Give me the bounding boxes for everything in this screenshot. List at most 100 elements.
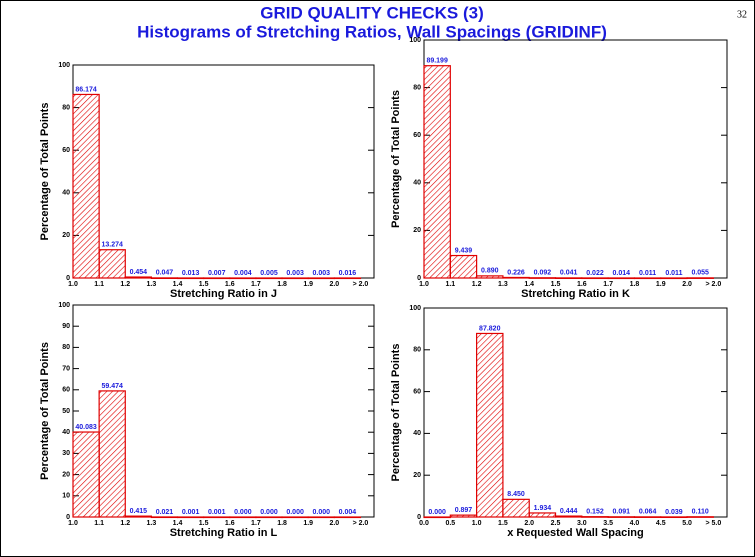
value-label: 1.934 — [534, 505, 552, 512]
bar — [229, 277, 257, 280]
x-tick-label: 1.1 — [94, 281, 104, 288]
y-tick-label: 80 — [62, 104, 70, 111]
bar — [150, 277, 179, 279]
bar — [449, 254, 478, 279]
value-label: 0.226 — [507, 269, 525, 276]
x-tick-label: 1.5 — [199, 281, 209, 288]
value-label: 0.004 — [339, 509, 357, 516]
bar — [281, 516, 309, 519]
bar — [528, 512, 557, 518]
x-tick-label: 3.0 — [577, 520, 587, 527]
page-number: 32 — [737, 9, 747, 20]
y-tick-label: 80 — [413, 84, 421, 91]
x-tick-label: 1.1 — [94, 520, 104, 527]
x-tick-label: 2.0 — [524, 520, 534, 527]
x-tick-label: 2.0 — [682, 281, 692, 288]
value-label: 0.041 — [560, 270, 578, 277]
value-label: 59.474 — [101, 383, 123, 390]
subtitle: Histograms of Stretching Ratios, Wall Sp… — [137, 22, 607, 41]
y-tick-label: 30 — [62, 450, 70, 457]
value-label: 0.001 — [182, 509, 200, 516]
bar — [333, 516, 362, 519]
bar — [203, 516, 231, 519]
value-label: 0.890 — [481, 268, 499, 275]
x-tick-label: 1.0 — [419, 281, 429, 288]
x-tick-label: > 2.0 — [705, 281, 721, 288]
x-tick-label: 4.0 — [630, 520, 640, 527]
value-label: 0.055 — [691, 270, 709, 277]
x-tick-label: 1.6 — [225, 520, 235, 527]
x-tick-label: 1.6 — [577, 281, 587, 288]
y-tick-label: 70 — [62, 365, 70, 372]
x-tick-label: 1.0 — [68, 281, 78, 288]
bar — [307, 277, 335, 280]
bar — [176, 277, 205, 280]
bar — [581, 516, 609, 518]
value-label: 0.003 — [286, 270, 304, 277]
x-tick-label: 3.5 — [603, 520, 613, 527]
y-tick-label: 40 — [413, 430, 421, 437]
y-tick-label: 60 — [413, 132, 421, 139]
x-tick-label: 1.5 — [551, 281, 561, 288]
x-tick-label: 1.9 — [303, 281, 313, 288]
bar — [554, 515, 583, 518]
y-tick-label: 80 — [413, 347, 421, 354]
bar — [686, 516, 714, 518]
x-tick-label: 0.0 — [419, 520, 429, 527]
y-axis-label: Percentage of Total Points — [39, 103, 51, 241]
y-tick-label: 80 — [62, 344, 70, 351]
value-label: 0.016 — [339, 270, 357, 277]
bar — [281, 277, 309, 280]
bar — [686, 277, 714, 279]
value-label: 0.000 — [428, 509, 446, 516]
y-tick-label: 40 — [413, 180, 421, 187]
bar — [554, 277, 583, 280]
y-tick-label: 60 — [413, 388, 421, 395]
value-label: 0.014 — [613, 270, 631, 277]
y-axis-label: Percentage of Total Points — [39, 342, 51, 480]
x-tick-label: 1.3 — [147, 520, 157, 527]
value-label: 0.110 — [692, 509, 709, 516]
x-tick-label: 2.0 — [329, 520, 339, 527]
value-label: 0.005 — [260, 270, 278, 277]
value-label: 0.039 — [665, 509, 683, 516]
value-label: 87.820 — [479, 325, 501, 332]
x-tick-label: > 2.0 — [353, 520, 369, 527]
value-label: 0.013 — [182, 270, 200, 277]
y-tick-label: 60 — [62, 147, 70, 154]
x-tick-label: 1.0 — [68, 520, 78, 527]
bar — [476, 275, 504, 279]
x-tick-label: 1.8 — [277, 281, 287, 288]
bar — [176, 516, 205, 519]
value-label: 0.897 — [455, 507, 473, 514]
x-tick-label: 1.7 — [603, 281, 613, 288]
x-tick-label: > 5.0 — [705, 520, 721, 527]
x-tick-label: 1.4 — [173, 520, 183, 527]
x-tick-label: > 2.0 — [353, 281, 369, 288]
y-axis-label: Percentage of Total Points — [390, 90, 402, 228]
x-tick-label: 1.2 — [120, 281, 130, 288]
x-tick-label: 1.6 — [225, 281, 235, 288]
bar — [476, 332, 504, 518]
x-tick-label: 5.0 — [682, 520, 692, 527]
x-tick-label: 1.4 — [173, 281, 183, 288]
value-label: 0.152 — [586, 509, 604, 516]
bar — [423, 516, 451, 519]
value-label: 0.021 — [156, 509, 174, 516]
y-tick-label: 100 — [409, 305, 421, 312]
value-label: 0.064 — [639, 509, 657, 516]
bar — [229, 516, 257, 519]
bar — [150, 516, 179, 519]
bar — [528, 277, 557, 279]
x-tick-label: 2.5 — [551, 520, 561, 527]
x-tick-label: 1.4 — [524, 281, 534, 288]
x-tick-label: 1.5 — [199, 520, 209, 527]
x-tick-label: 1.9 — [656, 281, 666, 288]
value-label: 40.083 — [75, 424, 97, 431]
bar — [581, 277, 609, 280]
x-tick-label: 1.5 — [498, 520, 508, 527]
bar — [72, 431, 100, 518]
bar — [124, 515, 152, 518]
value-label: 9.439 — [455, 247, 473, 254]
value-label: 86.174 — [75, 86, 97, 93]
